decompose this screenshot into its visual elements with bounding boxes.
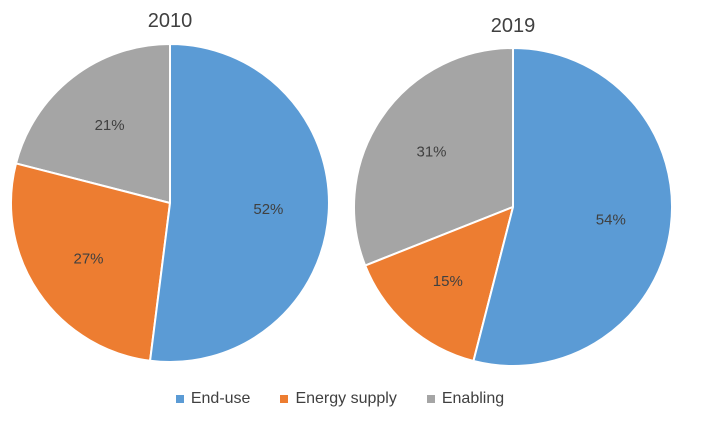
pie-slice-2010-end-use xyxy=(148,42,330,363)
pie-slice-2019-energy-supply xyxy=(363,205,515,363)
data-label-2019-energy-supply: 15% xyxy=(433,273,463,290)
legend-swatch-end-use xyxy=(175,395,184,403)
legend-swatch-energy-supply xyxy=(280,395,289,403)
pie-title-2019: 2019 xyxy=(491,15,536,37)
legend-label-energy-supply: Energy supply xyxy=(295,390,397,407)
data-label-2010-energy-supply: 27% xyxy=(73,250,103,267)
data-label-2010-end-use: 52% xyxy=(253,201,283,218)
pie-title-2010: 2010 xyxy=(148,10,193,32)
pie-slice-2010-energy-supply xyxy=(10,162,172,362)
legend-label-end-use: End-use xyxy=(190,390,251,407)
legend-item-end-use: End-use xyxy=(175,390,251,408)
data-label-2019-enabling: 31% xyxy=(416,144,446,161)
pie-chart-2010: 2010 52% 27% 21% xyxy=(10,10,330,363)
legend: End-use Energy supply Enabling xyxy=(0,390,680,408)
data-label-2019-end-use: 54% xyxy=(596,211,626,228)
legend-label-enabling: Enabling xyxy=(441,390,505,407)
pie-slice-2019-end-use xyxy=(472,46,674,367)
pie-slice-2019-enabling xyxy=(353,46,514,267)
data-label-2010-enabling: 21% xyxy=(95,117,125,134)
legend-item-enabling: Enabling xyxy=(426,390,505,408)
pie-chart-2019: 2019 54% 15% 31% xyxy=(353,15,674,367)
pie-slice-2010-enabling xyxy=(14,42,171,205)
legend-swatch-enabling xyxy=(426,395,435,403)
legend-item-energy-supply: Energy supply xyxy=(280,390,397,408)
